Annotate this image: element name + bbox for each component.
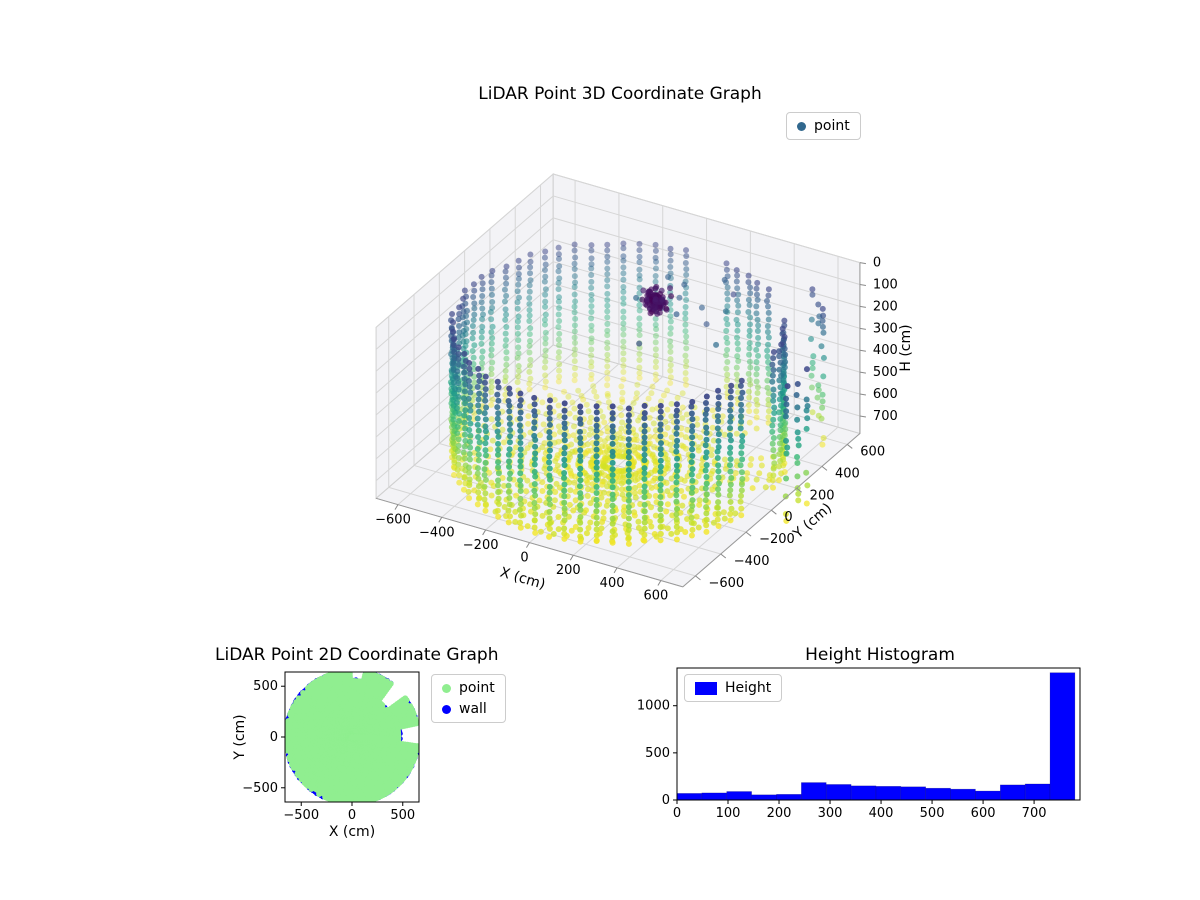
point-marker-icon: [797, 121, 806, 131]
legend-entry-height: Height: [695, 680, 771, 696]
legend-entry-point: point: [442, 680, 495, 696]
legend-label: wall: [459, 701, 487, 717]
legend-label: point: [814, 118, 850, 134]
height-marker-icon: [695, 681, 717, 695]
histogram-legend: Height: [684, 674, 783, 702]
wall-marker-icon: [442, 704, 451, 714]
plot2d-legend: point wall: [431, 674, 506, 723]
legend-label: Height: [725, 680, 772, 696]
plot3d-canvas: [320, 115, 940, 635]
point-marker-icon: [442, 683, 451, 693]
legend-label: point: [459, 680, 495, 696]
legend-entry-wall: wall: [442, 701, 495, 717]
plot3d-title: LiDAR Point 3D Coordinate Graph: [478, 84, 762, 104]
legend-entry-point: point: [797, 118, 850, 134]
plot3d-legend: point: [786, 112, 861, 140]
